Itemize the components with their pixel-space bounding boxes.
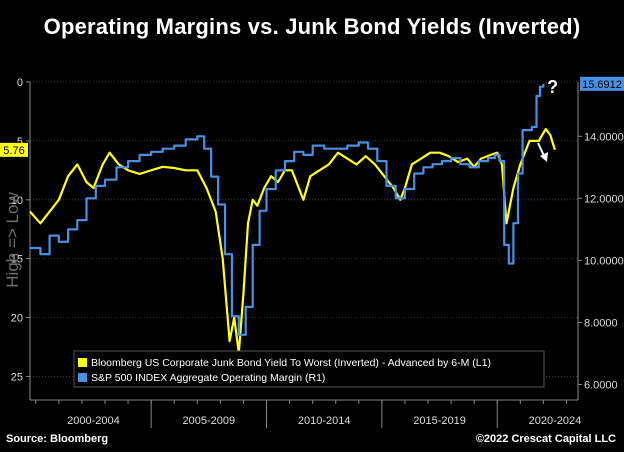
- legend-swatch: [78, 373, 87, 382]
- series-line-junk-bond-yield: [29, 128, 556, 354]
- right-tick-label: 12.0000: [584, 193, 624, 205]
- x-tick-label: 2005-2009: [183, 415, 236, 427]
- right-value-badge: [580, 76, 624, 91]
- annotations: ?: [537, 77, 558, 162]
- left-tick-label: 20: [11, 313, 23, 325]
- right-value-badge-text: 15.6912: [582, 79, 622, 91]
- legend-box: [73, 350, 545, 388]
- series-layer: [29, 83, 556, 354]
- chart-title: Operating Margins vs. Junk Bond Yields (…: [43, 14, 581, 39]
- credit-note: ©2022 Crescat Capital LLC: [475, 433, 616, 445]
- tick-labels: 0 5 10 15 20 25 14.0000 12.0000 10.0000 8.0000 6.0…: [0, 76, 624, 427]
- left-tick-label: 25: [11, 371, 23, 383]
- grid-lines: [30, 81, 578, 377]
- right-tick-label: 6.0000: [584, 379, 618, 391]
- left-value-badge-text: 5.76: [3, 145, 24, 157]
- series-line-operating-margin: [30, 83, 545, 336]
- x-tick-label: 2020-2024: [529, 415, 582, 427]
- left-tick-label: 0: [17, 77, 23, 89]
- x-tick-label: 2010-2014: [298, 415, 351, 427]
- source-note: Source: Bloomberg: [6, 433, 109, 445]
- left-value-badge: [0, 142, 28, 157]
- question-mark-annotation: ?: [547, 77, 558, 97]
- x-tick-label: 2015-2019: [413, 415, 466, 427]
- right-tick-label: 8.0000: [584, 317, 618, 329]
- x-tick-label: 2000-2004: [67, 415, 120, 427]
- legend: Bloomberg US Corporate Junk Bond Yield T…: [73, 350, 545, 388]
- left-tick-label: 10: [11, 195, 23, 207]
- legend-swatch: [78, 358, 87, 367]
- left-tick-label: 15: [11, 254, 23, 266]
- left-tick-label: 5: [17, 136, 23, 148]
- axes: [26, 81, 582, 428]
- legend-entry: Bloomberg US Corporate Junk Bond Yield T…: [91, 357, 491, 369]
- right-tick-label: 14.0000: [584, 131, 624, 143]
- legend-entry: S&P 500 INDEX Aggregate Operating Margin…: [91, 372, 325, 384]
- right-tick-label: 10.0000: [584, 255, 624, 267]
- down-arrow-head-icon: [540, 152, 548, 162]
- left-axis-label: High => Low: [3, 192, 22, 288]
